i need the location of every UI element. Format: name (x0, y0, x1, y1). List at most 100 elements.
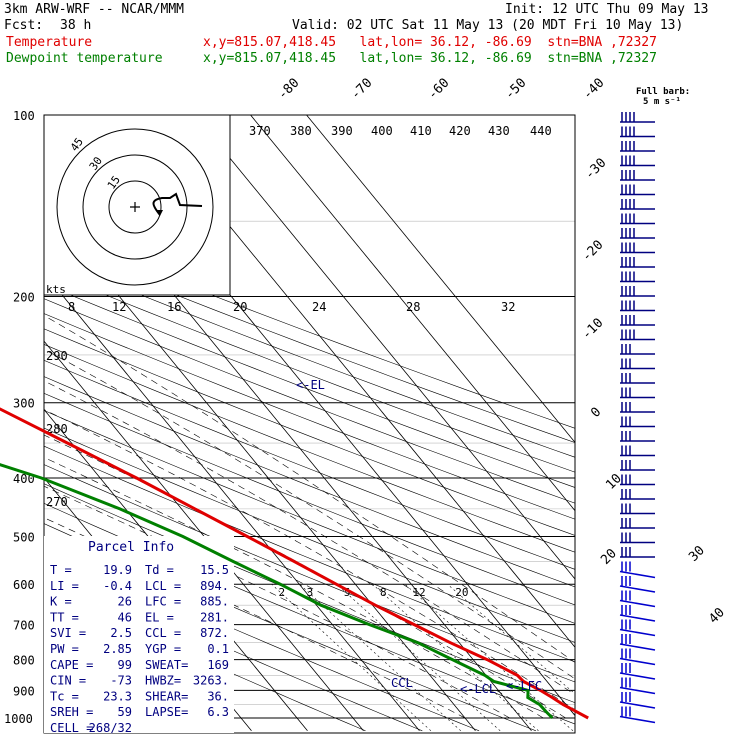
parcel-label: LFC = (145, 595, 181, 609)
dry-adiabat (44, 445, 575, 663)
theta-label: 410 (410, 124, 432, 138)
mixing-ratio-line (271, 583, 432, 732)
theta-label: 270 (46, 495, 68, 509)
parcel-value: 19.9 (103, 563, 132, 577)
isotherm-label: -50 (502, 76, 529, 103)
dry-adiabat (44, 255, 575, 458)
parcel-value: 46 (118, 610, 132, 624)
parcel-value: -0.4 (103, 579, 132, 593)
isotherm-label: -10 (579, 316, 606, 343)
parcel-value: 169 (207, 658, 229, 672)
parcel-value: 268/32 (89, 721, 132, 735)
isotherm (306, 115, 575, 444)
hodo-scale-label: 16 (167, 300, 181, 314)
theta-label: 280 (46, 422, 68, 436)
parcel-value: 894. (200, 579, 229, 593)
hodo-scale-label: 24 (312, 300, 326, 314)
theta-label: 390 (331, 124, 353, 138)
dry-adiabat (44, 376, 575, 588)
dry-adiabat (44, 298, 575, 504)
dry-adiabat (44, 241, 575, 443)
parcel-value: 3263. (193, 674, 229, 688)
pressure-label: 700 (13, 619, 35, 633)
pressure-label: 500 (13, 530, 35, 544)
parcel-value: 872. (200, 626, 229, 640)
dry-adiabat (44, 410, 575, 624)
el-marker: <-EL (296, 378, 325, 392)
parcel-label: Td = (145, 563, 174, 577)
parcel-info-box: Parcel Info T = 19.9 Td = 15.5 LI = -0.4 LCL =… (44, 536, 234, 735)
parcel-label: YGP = (145, 642, 181, 656)
forecast-hour: 38 h (60, 18, 92, 33)
hodo-ring-45 (56, 128, 214, 286)
pressure-label: 200 (13, 291, 35, 305)
mixing-ratio-label: 12 (412, 586, 425, 599)
parcel-value: 26 (118, 595, 132, 609)
theta-label: 400 (371, 124, 393, 138)
wind-barb (619, 701, 656, 709)
isotherm-label: 40 (706, 605, 728, 627)
hodo-scale-label: 28 (406, 300, 420, 314)
parcel-label: CELL = (50, 721, 93, 735)
hodo-unit: kts (46, 283, 66, 296)
ccl-marker: CCL (391, 676, 413, 690)
parcel-label: PW = (50, 642, 79, 656)
parcel-value: 885. (200, 595, 229, 609)
parcel-label: CIN = (50, 674, 86, 688)
forecast-label: Fcst: (4, 18, 44, 33)
pressure-label: 600 (13, 578, 35, 592)
theta-label: 420 (449, 124, 471, 138)
mixing-ratio-label: 5 (344, 586, 351, 599)
pressure-label: 900 (13, 684, 35, 698)
parcel-label: LI = (50, 579, 79, 593)
hodo-scale-label: 8 (68, 300, 75, 314)
mixing-ratio-label: 8 (380, 586, 387, 599)
theta-label: 440 (530, 124, 552, 138)
mixing-ratio-label: 20 (455, 586, 468, 599)
pressure-label: 100 (13, 109, 35, 123)
parcel-value: 59 (118, 705, 132, 719)
barb-legend-line2: 5 m s⁻¹ (643, 97, 681, 107)
hodo-scale-label: 32 (501, 300, 515, 314)
lfc-marker: <-LFC (506, 679, 542, 693)
wind-barb (619, 657, 656, 666)
dry-adiabat (44, 313, 575, 520)
dry-adiabat (44, 228, 575, 429)
wind-barb (619, 643, 656, 651)
dewpoint-trace (0, 463, 554, 720)
parcel-label: HWBZ= (145, 674, 181, 688)
dry-adiabat (44, 392, 575, 606)
hodo-ring-label: 30 (87, 154, 105, 172)
dry-adiabat (44, 328, 575, 536)
parcel-label: K = (50, 595, 72, 609)
parcel-label: SVI = (50, 626, 86, 640)
hodo-scale-label: 20 (233, 300, 247, 314)
parcel-label: LAPSE= (145, 705, 188, 719)
hodo-ring-label: 15 (105, 173, 123, 191)
moist-adiabat (44, 409, 575, 710)
init-time: Init: 12 UTC Thu 09 May 13 (505, 2, 709, 17)
wind-barb (619, 614, 656, 622)
dewpoint-legend: Dewpoint temperature (6, 51, 163, 66)
isotherm-label: 30 (686, 543, 708, 565)
parcel-label: CCL = (145, 626, 181, 640)
temperature-location: x,y=815.07,418.45 lat,lon= 36.12, -86.69… (203, 35, 657, 50)
hodograph-trace (152, 192, 203, 216)
parcel-value: -73 (110, 674, 132, 688)
parcel-label: CAPE = (50, 658, 93, 672)
dry-adiabat (44, 427, 575, 643)
pressure-label: 800 (13, 654, 35, 668)
theta-label: 370 (249, 124, 271, 138)
wind-barb (619, 715, 656, 724)
parcel-label: SREH = (50, 705, 93, 719)
hodo-ring-15 (108, 180, 162, 234)
isotherm-label: -70 (348, 76, 375, 103)
parcel-value: 99 (118, 658, 132, 672)
moist-adiabat (44, 380, 575, 695)
wind-barb (619, 686, 656, 695)
dry-adiabat (44, 283, 575, 488)
parcel-value: 6.3 (207, 705, 229, 719)
wind-barb (619, 628, 656, 637)
